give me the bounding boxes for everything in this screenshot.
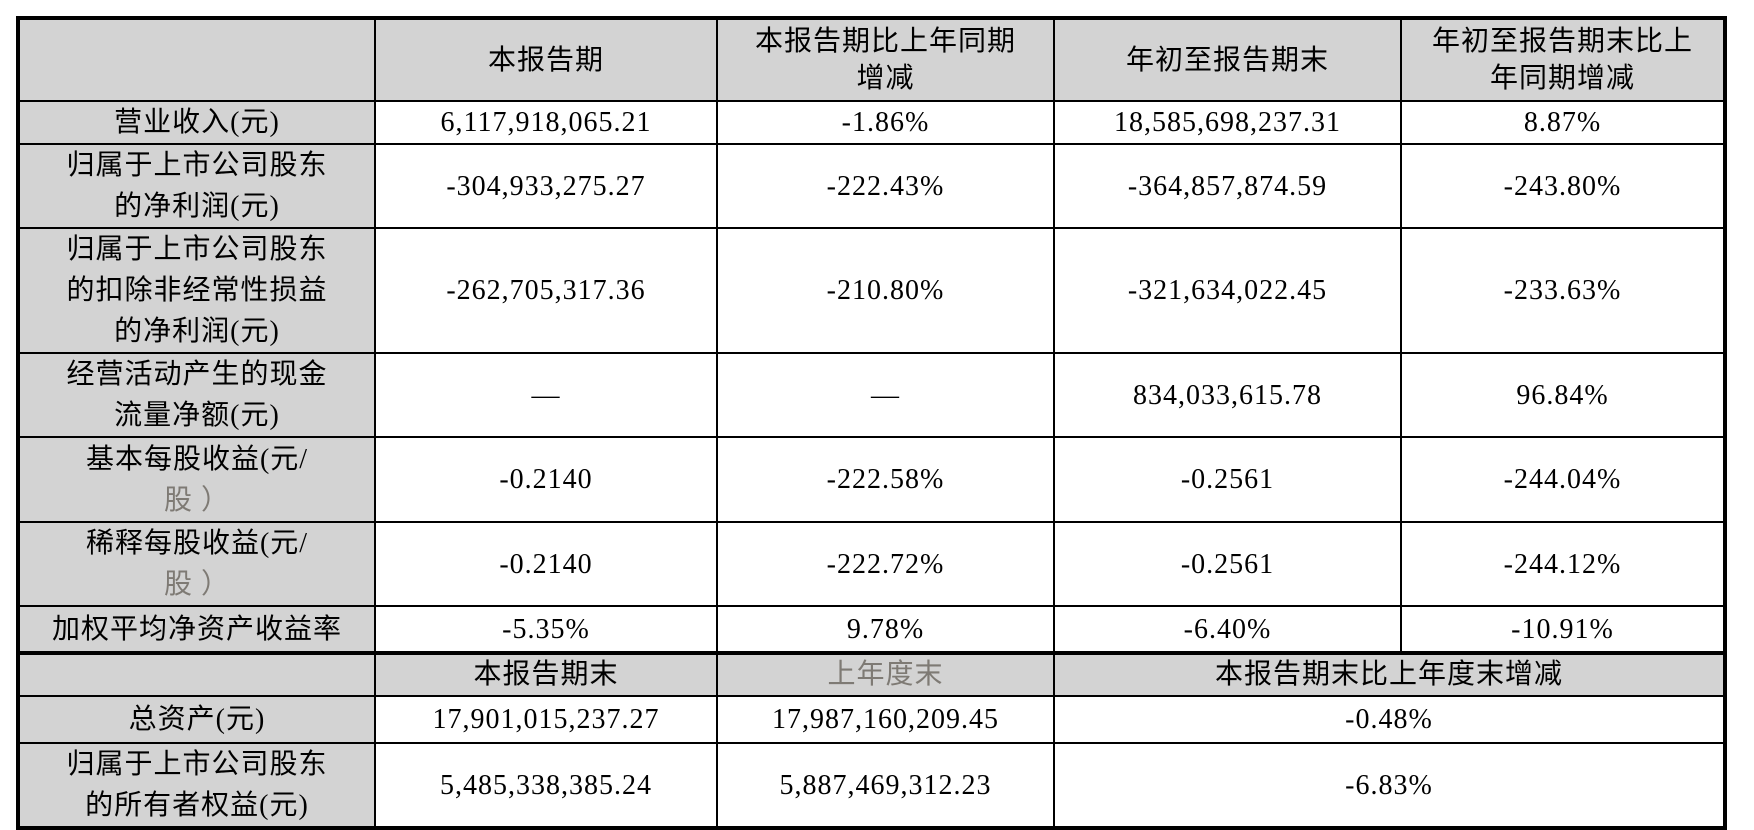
row-label: 归属于上市公司股东 的所有者权益(元) — [66, 749, 328, 821]
income-metrics-body: 营业收入(元) 6,117,918,065.21 -1.86% 18,585,698,… — [17, 100, 1726, 654]
value-cell: -222.72% — [716, 521, 1055, 607]
secondary-header: 本报告期末 上年度末 本报告期末比上年度末增减 — [17, 651, 1726, 697]
column-header-change-vs-prior-year-end: 本报告期末比上年度末增减 — [1053, 651, 1726, 697]
row-label: 营业收入(元) — [114, 107, 280, 138]
value-cell: -1.86% — [716, 100, 1055, 145]
value-cell: -222.58% — [716, 436, 1055, 523]
value-cell: -0.2140 — [374, 436, 718, 523]
row-label: 稀释每股收益(元/ — [85, 528, 309, 559]
value-cell: 17,901,015,237.27 — [374, 695, 718, 744]
row-label-cell: 总资产(元) — [17, 695, 376, 744]
value-cell: -6.40% — [1053, 605, 1402, 654]
row-label-cell: 归属于上市公司股东 的净利润(元) — [17, 143, 376, 229]
value-cell: 8.87% — [1400, 100, 1726, 145]
row-label-cell: 经营活动产生的现金 流量净额(元) — [17, 352, 376, 438]
value-cell: -244.04% — [1400, 436, 1726, 523]
primary-header-row: 本报告期 本报告期比上年同期 增减 年初至报告期末 年初至报告期末比上 年同期增… — [17, 17, 1726, 102]
row-label: 归属于上市公司股东 的净利润(元) — [66, 150, 328, 222]
row-label-cell: 基本每股收益(元/股 ） — [17, 436, 376, 523]
value-cell: 18,585,698,237.31 — [1053, 100, 1402, 145]
value-cell: -0.2561 — [1053, 436, 1402, 523]
column-header-end-of-period: 本报告期末 — [374, 651, 718, 697]
value-cell: -222.43% — [716, 143, 1055, 229]
row-label: 基本每股收益(元/ — [85, 443, 309, 475]
value-cell: -5.35% — [374, 605, 718, 654]
row-label-cell: 稀释每股收益(元/股 ） — [17, 521, 376, 607]
financial-summary-table: 本报告期 本报告期比上年同期 增减 年初至报告期末 年初至报告期末比上 年同期增… — [16, 16, 1727, 830]
table-row: 经营活动产生的现金 流量净额(元) — —834,033,615.78 96.84% — [17, 352, 1726, 438]
secondary-header-row: 本报告期末 上年度末 本报告期末比上年度末增减 — [17, 651, 1726, 697]
balance-metrics-body: 总资产(元) 17,901,015,237.27 17,987,160,209.45… — [17, 695, 1726, 829]
value-cell: -0.2561 — [1053, 521, 1402, 607]
table-row: 基本每股收益(元/股 ） -0.2140 -222.58% -0.2561 -244.0… — [17, 436, 1726, 523]
value-cell: -0.2140 — [374, 521, 718, 607]
blank-header-cell — [17, 17, 376, 102]
row-label-cell: 营业收入(元) — [17, 100, 376, 145]
row-label-cell: 归属于上市公司股东 的所有者权益(元) — [17, 742, 376, 829]
row-label-muted-line: 股 ） — [163, 569, 230, 600]
table-row: 归属于上市公司股东 的净利润(元) -304,933,275.27 -222.43%… — [17, 143, 1726, 229]
column-header-ytd-yoy-change: 年初至报告期末比上 年同期增减 — [1400, 17, 1726, 102]
row-label: 归属于上市公司股东 的扣除非经常性损益 的净利润(元) — [66, 234, 328, 347]
table-row: 营业收入(元) 6,117,918,065.21 -1.86% 18,585,698,… — [17, 100, 1726, 145]
value-cell: -210.80% — [716, 227, 1055, 354]
value-cell: 834,033,615.78 — [1053, 352, 1402, 438]
row-label: 经营活动产生的现金 流量净额(元) — [66, 359, 328, 431]
row-label-muted-line: 股 ） — [163, 484, 230, 516]
primary-header: 本报告期 本报告期比上年同期 增减 年初至报告期末 年初至报告期末比上 年同期增… — [17, 17, 1726, 102]
value-cell: 6,117,918,065.21 — [374, 100, 718, 145]
quarterly-results-table: 本报告期 本报告期比上年同期 增减 年初至报告期末 年初至报告期末比上 年同期增… — [16, 16, 1727, 830]
value-cell: — — [374, 352, 718, 438]
value-cell: 5,485,338,385.24 — [374, 742, 718, 829]
table-row: 归属于上市公司股东 的所有者权益(元) 5,485,338,385.24 5,887… — [17, 742, 1726, 829]
value-cell: -0.48% — [1053, 695, 1726, 744]
row-label-cell: 归属于上市公司股东 的扣除非经常性损益 的净利润(元) — [17, 227, 376, 354]
value-cell: -262,705,317.36 — [374, 227, 718, 354]
table-row: 加权平均净资产收益率 -5.35% 9.78% -6.40% -10.91% — [17, 605, 1726, 654]
table-row: 总资产(元) 17,901,015,237.27 17,987,160,209.45… — [17, 695, 1726, 744]
column-header-period-yoy-change: 本报告期比上年同期 增减 — [716, 17, 1055, 102]
value-cell: 9.78% — [716, 605, 1055, 654]
value-cell: -243.80% — [1400, 143, 1726, 229]
value-cell: -304,933,275.27 — [374, 143, 718, 229]
value-cell: 5,887,469,312.23 — [716, 742, 1055, 829]
value-cell: -233.63% — [1400, 227, 1726, 354]
column-header-current-period: 本报告期 — [374, 17, 718, 102]
row-label-cell: 加权平均净资产收益率 — [17, 605, 376, 654]
value-cell: -10.91% — [1400, 605, 1726, 654]
table-row: 稀释每股收益(元/股 ） -0.2140 -222.72% -0.2561 -244.1… — [17, 521, 1726, 607]
column-header-end-of-prior-year: 上年度末 — [716, 651, 1055, 697]
value-cell: -6.83% — [1053, 742, 1726, 829]
value-cell: -364,857,874.59 — [1053, 143, 1402, 229]
row-label: 总资产(元) — [128, 704, 266, 735]
row-label: 加权平均净资产收益率 — [51, 613, 342, 645]
value-cell: 17,987,160,209.45 — [716, 695, 1055, 744]
value-cell: -321,634,022.45 — [1053, 227, 1402, 354]
blank-header-cell — [17, 651, 376, 697]
column-header-ytd: 年初至报告期末 — [1053, 17, 1402, 102]
table-row: 归属于上市公司股东 的扣除非经常性损益 的净利润(元) -262,705,317.… — [17, 227, 1726, 354]
value-cell: 96.84% — [1400, 352, 1726, 438]
value-cell: — — [716, 352, 1055, 438]
value-cell: -244.12% — [1400, 521, 1726, 607]
